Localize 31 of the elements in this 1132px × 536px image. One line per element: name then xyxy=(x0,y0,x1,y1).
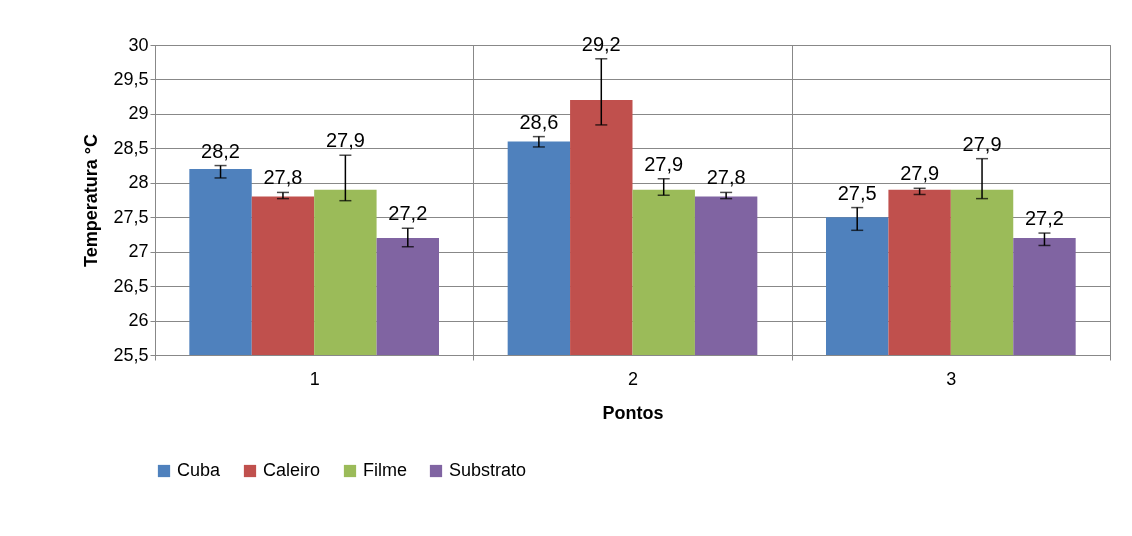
data-label: 28,2 xyxy=(201,139,241,162)
data-label: 27,5 xyxy=(837,181,877,204)
y-tick-label: 27 xyxy=(128,241,149,262)
data-label: 29,2 xyxy=(581,32,621,55)
y-tick-label: 25,5 xyxy=(113,344,149,365)
y-tick-label: 26,5 xyxy=(113,275,149,296)
x-tick-label: 3 xyxy=(946,368,957,389)
y-tick-label: 27,5 xyxy=(113,206,149,227)
data-label: 27,2 xyxy=(388,202,428,225)
y-axis-title: Temperatura °C xyxy=(81,134,102,267)
y-tick-label: 30 xyxy=(128,34,149,55)
data-label: 27,9 xyxy=(644,152,684,175)
data-label: 27,8 xyxy=(706,166,746,189)
y-tick-label: 29,5 xyxy=(113,68,149,89)
legend-label: Substrato xyxy=(449,460,527,480)
y-tick-label: 28,5 xyxy=(113,137,149,158)
data-label: 27,2 xyxy=(1024,207,1064,230)
legend-label: Caleiro xyxy=(263,460,321,480)
data-label: 28,6 xyxy=(519,110,559,133)
data-label: 27,9 xyxy=(962,132,1002,155)
legend-label: Cuba xyxy=(177,460,222,480)
legend-label: Filme xyxy=(363,460,407,480)
data-label: 27,9 xyxy=(900,162,940,185)
data-label: 27,8 xyxy=(263,166,303,189)
data-label: 27,9 xyxy=(325,129,365,152)
y-tick-label: 29 xyxy=(128,103,149,124)
x-tick-label: 2 xyxy=(627,368,639,389)
y-tick-label: 28 xyxy=(128,172,149,193)
y-tick-label: 26 xyxy=(128,310,149,331)
x-axis-title: Pontos xyxy=(602,402,664,423)
x-tick-label: 1 xyxy=(309,368,320,389)
